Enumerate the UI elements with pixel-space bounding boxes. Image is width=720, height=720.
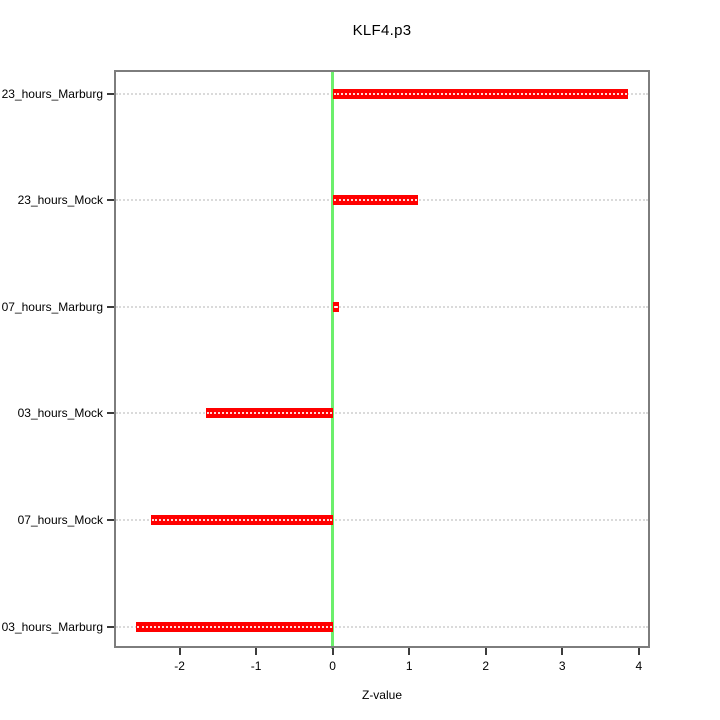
gridline bbox=[116, 518, 648, 521]
x-axis-tick-label: 3 bbox=[558, 659, 566, 673]
x-axis-title: Z-value bbox=[361, 688, 402, 702]
bar bbox=[135, 621, 333, 632]
gridline bbox=[116, 412, 648, 415]
y-axis-tick bbox=[107, 518, 114, 521]
y-axis-tick bbox=[107, 625, 114, 628]
bar bbox=[332, 301, 339, 312]
y-axis-label: 07_hours_Marburg bbox=[1, 299, 103, 314]
y-axis-label: 23_hours_Marburg bbox=[1, 86, 103, 101]
x-axis-tick-label: -1 bbox=[250, 659, 262, 673]
x-axis-tick bbox=[408, 648, 411, 655]
bar bbox=[332, 88, 629, 99]
bar-grid-dots bbox=[152, 518, 332, 521]
zero-reference-line bbox=[331, 71, 335, 649]
x-axis-tick-label: -2 bbox=[174, 659, 185, 673]
bar-grid-dots bbox=[207, 412, 332, 415]
bar bbox=[332, 195, 419, 206]
y-axis-tick bbox=[107, 412, 114, 415]
x-axis-tick-label: 4 bbox=[635, 659, 643, 673]
x-axis-tick-label: 0 bbox=[329, 659, 336, 673]
plot-border bbox=[114, 70, 650, 648]
y-axis-label: 07_hours_Mock bbox=[17, 512, 103, 527]
chart-title: KLF4.p3 bbox=[352, 22, 412, 39]
x-axis-tick-label: 2 bbox=[482, 659, 490, 673]
x-axis-tick bbox=[178, 648, 181, 655]
y-axis-label: 03_hours_Mock bbox=[17, 406, 103, 421]
bar bbox=[206, 408, 333, 419]
bar-grid-dots bbox=[136, 625, 332, 628]
plot-area bbox=[114, 70, 650, 649]
x-axis-tick bbox=[561, 648, 564, 655]
bar bbox=[151, 514, 333, 525]
y-axis-tick bbox=[107, 305, 114, 308]
x-axis-tick bbox=[484, 648, 487, 655]
bar-grid-dots bbox=[333, 199, 418, 202]
bar-grid-dots bbox=[333, 305, 338, 308]
bar-grid-dots bbox=[333, 92, 628, 95]
y-axis-tick bbox=[107, 92, 114, 95]
y-axis-tick bbox=[107, 199, 114, 202]
x-axis-tick-label: 1 bbox=[405, 659, 413, 673]
x-axis-tick bbox=[637, 648, 640, 655]
gridline bbox=[116, 625, 648, 628]
x-axis-tick bbox=[255, 648, 258, 655]
gridline bbox=[116, 305, 648, 308]
y-axis-label: 03_hours_Marburg bbox=[1, 619, 103, 634]
x-axis-tick bbox=[331, 648, 334, 655]
y-axis-label: 23_hours_Mock bbox=[17, 193, 103, 208]
